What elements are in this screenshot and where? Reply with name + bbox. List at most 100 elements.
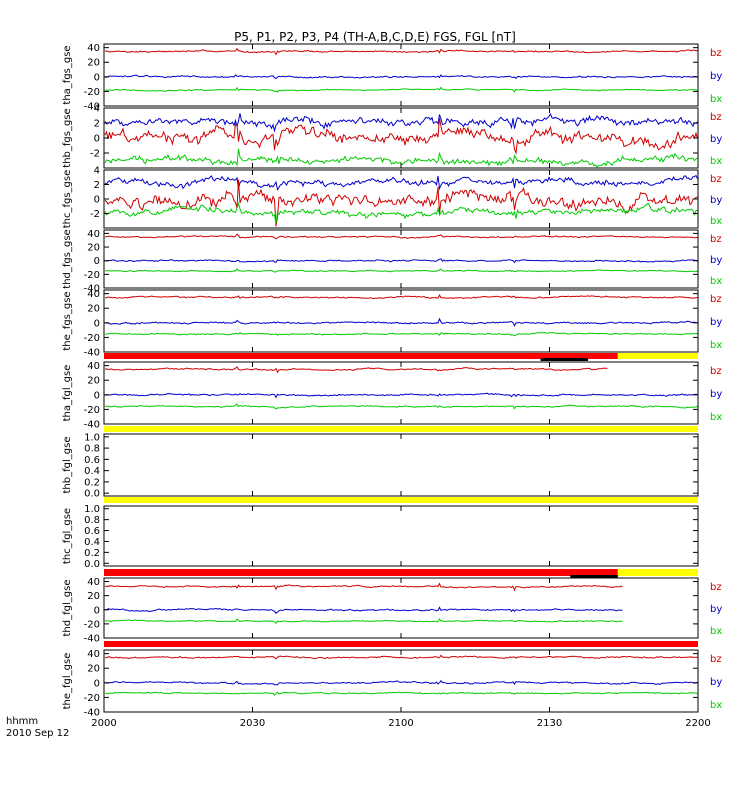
thd_fgs-series-bz: [104, 233, 698, 240]
state-bar-segment: [104, 426, 698, 432]
tha_fgl-series-bz: [104, 366, 608, 374]
thd_fgs-legend-bx: bx: [710, 276, 722, 287]
thc_fgl-ytick-label: 0.2: [84, 548, 100, 559]
tha_fgl-ytick-label: -20: [84, 405, 100, 416]
the_fgl-legend-bx: bx: [710, 700, 722, 711]
thd_fgs-ytick-label: 40: [87, 229, 100, 240]
tha_fgs-legend-by: by: [710, 71, 722, 82]
tha_fgs-ylabel: tha_fgs_gse: [62, 45, 73, 104]
thd_fgl-ytick-label: 40: [87, 577, 100, 588]
thc_fgs-frame: [103, 169, 699, 229]
thb_fgl-ylabel: thb_fgl_gse: [62, 437, 73, 494]
tha_fgs-series-bx: [104, 86, 698, 93]
xtick-label-2000: 2000: [91, 718, 116, 729]
the_fgl-series-by: [104, 679, 698, 686]
thc_fgs-ytick-label: 0: [94, 195, 100, 206]
state-bar-segment: [104, 569, 618, 576]
thc_fgl-ytick-label: 1.0: [84, 504, 100, 515]
thd_fgs-series-bx: [104, 268, 698, 273]
thd_fgl-legend-bz: bz: [710, 582, 722, 593]
thd_fgl-legend-bx: bx: [710, 626, 722, 637]
the_fgl-frame: [103, 649, 699, 713]
thb_fgs-ytick-label: 2: [94, 119, 100, 130]
state-bar-segment: [617, 353, 698, 359]
thc_fgs-ytick-label: 4: [94, 166, 100, 177]
state-bar-segment: [104, 497, 698, 503]
tha_fgl-frame: [103, 361, 699, 425]
thd_fgs-ytick-label: -20: [84, 270, 100, 281]
tha_fgs-ytick-label: 40: [87, 43, 100, 54]
thb_fgl-ytick-label: 0.6: [84, 455, 100, 466]
tha_fgs-legend-bx: bx: [710, 94, 722, 105]
thc_fgl-ytick-label: 0.4: [84, 537, 100, 548]
thd_fgs-ytick-label: -40: [84, 284, 100, 295]
tha_fgl-ytick-label: -40: [84, 420, 100, 431]
thd_fgl-series-bx: [104, 618, 623, 625]
the_fgs-series-bx: [104, 331, 698, 337]
chart-title: P5, P1, P2, P3, P4 (TH-A,B,C,D,E) FGS, F…: [234, 30, 516, 44]
thd_fgl-ytick-label: -20: [84, 619, 100, 630]
state-bar-flag: [540, 358, 589, 361]
tha_fgs-ytick-label: 20: [87, 58, 100, 69]
thd_fgs-legend-by: by: [710, 255, 722, 266]
tha_fgl-series-bx: [104, 403, 698, 410]
the_fgl-ytick-label: 40: [87, 649, 100, 660]
tha_fgs-ytick-label: -20: [84, 87, 100, 98]
the_fgs-legend-bx: bx: [710, 340, 722, 351]
thc_fgs-ylabel: thc_fgs_gse: [62, 170, 73, 229]
thb_fgs-legend-by: by: [710, 134, 722, 145]
thc_fgs-legend-bx: bx: [710, 216, 722, 227]
thb_fgs-ytick-label: 0: [94, 134, 100, 145]
thb_fgl-ytick-label: 0.0: [84, 489, 100, 500]
thb_fgl-ytick-label: 0.8: [84, 444, 100, 455]
tha_fgl-ytick-label: 20: [87, 376, 100, 387]
thb_fgs-legend-bz: bz: [710, 112, 722, 123]
thd_fgl-ytick-label: -40: [84, 634, 100, 645]
tha_fgl-legend-bx: bx: [710, 412, 722, 423]
thb_fgl-ytick-label: 0.2: [84, 477, 100, 488]
the_fgs-legend-by: by: [710, 317, 722, 328]
thc_fgl-ytick-label: 0.0: [84, 559, 100, 570]
thb_fgs-legend-bx: bx: [710, 156, 722, 167]
the_fgl-legend-bz: bz: [710, 654, 722, 665]
thc_fgs-series-by: [104, 174, 698, 192]
thc_fgs-series-bx: [104, 201, 698, 224]
the_fgs-ytick-label: 0: [94, 318, 100, 329]
thd_fgs-ytick-label: 0: [94, 256, 100, 267]
tha_fgl-legend-by: by: [710, 389, 722, 400]
thd_fgs-frame: [103, 229, 699, 289]
tha_fgs-series-bz: [104, 47, 698, 56]
state-bar-segment: [104, 641, 698, 647]
xtick-label-2130: 2130: [537, 718, 562, 729]
the_fgl-ylabel: the_fgl_gse: [62, 653, 73, 710]
tha_fgl-ytick-label: 40: [87, 361, 100, 372]
thb_fgl-frame: [103, 433, 699, 497]
the_fgl-series-bx: [104, 691, 698, 696]
thb_fgl-ytick-label: 1.0: [84, 432, 100, 443]
the_fgs-frame: [103, 289, 699, 353]
the_fgl-series-bz: [105, 654, 698, 660]
thd_fgl-series-bz: [104, 582, 623, 592]
the_fgs-ytick-label: -40: [84, 348, 100, 359]
the_fgs-series-bz: [105, 294, 698, 300]
thd_fgl-ylabel: thd_fgl_gse: [62, 580, 73, 637]
thd_fgs-legend-bz: bz: [710, 234, 722, 245]
thc_fgs-ytick-label: -2: [90, 209, 100, 220]
state-bar-segment: [617, 569, 698, 576]
tha_fgl-legend-bz: bz: [710, 366, 722, 377]
tha_fgs-legend-bz: bz: [710, 48, 722, 59]
the_fgs-legend-bz: bz: [710, 294, 722, 305]
thc_fgl-frame: [103, 505, 699, 567]
thc_fgs-ytick-label: 2: [94, 180, 100, 191]
xtick-label-2100: 2100: [388, 718, 413, 729]
thd_fgs-series-by: [104, 258, 698, 264]
the_fgl-ytick-label: -40: [84, 708, 100, 719]
tha_fgs-series-by: [104, 74, 698, 80]
the_fgs-series-by: [104, 317, 698, 327]
thd_fgl-ytick-label: 0: [94, 605, 100, 616]
thb_fgs-ytick-label: -2: [90, 149, 100, 160]
time-axis-unit-label: hhmm: [6, 716, 39, 727]
thc_fgl-ytick-label: 0.8: [84, 515, 100, 526]
tha_fgl-ylabel: tha_fgl_gse: [62, 365, 73, 422]
